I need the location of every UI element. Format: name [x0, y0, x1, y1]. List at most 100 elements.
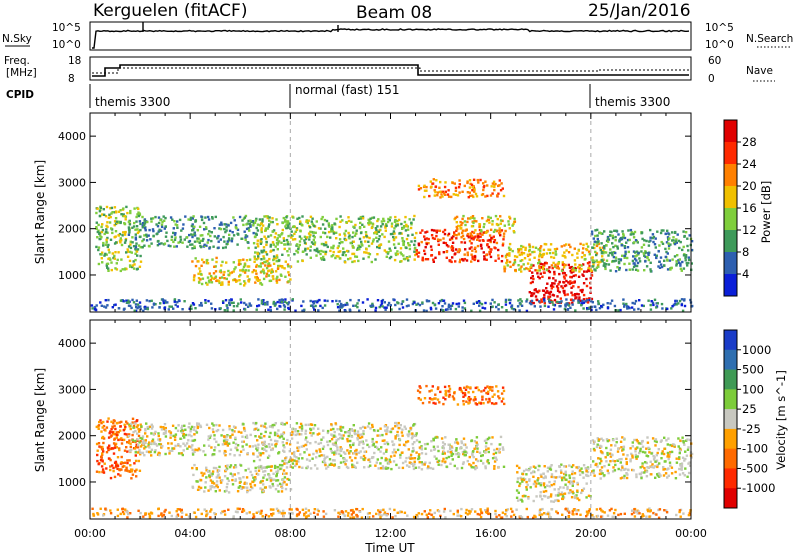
heatmap-cell-r7 [528, 291, 531, 294]
heatmap-cell-r0 [134, 469, 137, 473]
heatmap-cell-r2 [205, 469, 208, 472]
heatmap-cell-r1 [171, 424, 175, 427]
heatmap-cell-r3 [402, 443, 406, 446]
heatmap-cell-r4 [435, 457, 438, 460]
heatmap-cell-r0 [105, 205, 109, 209]
heatmap-cell-r2 [289, 465, 293, 468]
heatmap-cell-r7 [567, 263, 570, 267]
heatmap-cell-r2 [275, 277, 278, 280]
heatmap-cell-r10 [318, 298, 321, 302]
heatmap-cell-r7 [630, 452, 633, 456]
heatmap-cell-r1 [150, 454, 153, 457]
heatmap-cell-r4 [486, 229, 489, 233]
heatmap-cell-r1 [151, 228, 155, 231]
heatmap-cell-r9 [684, 231, 688, 234]
heatmap-cell-r1 [161, 220, 164, 224]
heatmap-cell-r6 [515, 464, 519, 468]
heatmap-cell-r3 [385, 250, 388, 254]
heatmap-cell-r1 [128, 449, 131, 452]
heatmap-cell-r7 [570, 271, 573, 274]
heatmap-cell-r6 [558, 475, 561, 479]
heatmap-cell-r4 [455, 234, 458, 237]
heatmap-cell-r3 [341, 426, 345, 429]
heatmap-cell-r9 [609, 230, 612, 233]
heatmap-cell-r3 [258, 458, 262, 462]
heatmap-cell-r0 [104, 252, 107, 256]
heatmap-cell-r7 [590, 274, 594, 277]
heatmap-cell-r7 [626, 473, 629, 476]
heatmap-cell-r0 [98, 232, 101, 236]
heatmap-cell-r0 [101, 468, 105, 471]
heatmap-cell-r6 [507, 223, 511, 226]
heatmap-cell-r2 [223, 270, 226, 274]
heatmap-cell-r3 [273, 464, 277, 468]
heatmap-cell-r6 [478, 225, 481, 228]
heatmap-cell-r9 [673, 242, 677, 246]
heatmap-cell-r4 [471, 249, 474, 252]
heatmap-cell-r9 [659, 263, 663, 266]
heatmap-cell-r3 [260, 258, 263, 261]
heatmap-cell-r0 [130, 477, 133, 480]
heatmap-cell-r3 [301, 224, 304, 227]
heatmap-cell-r4 [432, 258, 435, 261]
heatmap-cell-r3 [295, 249, 298, 253]
heatmap-cell-r4 [436, 238, 440, 241]
heatmap-cell-r2 [219, 479, 223, 482]
heatmap-cell-r10 [262, 299, 265, 302]
heatmap-cell-r3 [413, 441, 416, 444]
heatmap-cell-r3 [367, 465, 370, 469]
heatmap-cell-r0 [96, 459, 99, 463]
heatmap-cell-r0 [137, 434, 141, 438]
heatmap-cell-r3 [275, 432, 279, 436]
heatmap-cell-r2 [242, 265, 246, 269]
heatmap-cell-r3 [282, 444, 285, 447]
heatmap-cell-r1 [145, 422, 148, 425]
heatmap-cell-r1 [193, 240, 197, 243]
heatmap-cell-r3 [312, 238, 315, 242]
heatmap-cell-r0 [139, 254, 142, 258]
heatmap-cell-r3 [266, 456, 270, 459]
heatmap-cell-r4 [455, 248, 458, 251]
heatmap-cell-r2 [214, 265, 217, 268]
heatmap-cell-r0 [129, 427, 132, 431]
heatmap-cell-r1 [130, 448, 133, 452]
heatmap-cell-r10 [381, 305, 384, 308]
heatmap-cell-r9 [634, 268, 638, 271]
heatmap-cell-r8 [528, 245, 531, 248]
heatmap-cell-r1 [161, 445, 164, 448]
heatmap-cell-r0 [121, 438, 124, 442]
heatmap-cell-r2 [289, 278, 292, 281]
heatmap-cell-r1 [148, 425, 152, 428]
heatmap-cell-r2 [234, 266, 237, 269]
heatmap-cell-r3 [312, 452, 315, 456]
heatmap-cell-r3 [404, 427, 407, 430]
heatmap-cell-r1 [143, 244, 146, 247]
heatmap-cell-r1 [167, 244, 170, 247]
heatmap-cell-r6 [539, 491, 542, 494]
heatmap-cell-r4 [427, 465, 430, 468]
heatmap-cell-r9 [608, 234, 612, 237]
heatmap-cell-r3 [297, 449, 300, 452]
heatmap-cell-r7 [660, 457, 663, 460]
heatmap-cell-r3 [291, 466, 294, 469]
heatmap-cell-r3 [305, 219, 308, 222]
heatmap-cell-r2 [212, 466, 216, 470]
heatmap-cell-r0 [113, 437, 117, 440]
heatmap-cell-r5 [491, 395, 494, 398]
heatmap-cell-r4 [421, 463, 424, 466]
heatmap-cell-r10 [246, 305, 250, 308]
heatmap-cell-r4 [417, 466, 421, 469]
heatmap-cell-r5 [467, 196, 470, 199]
heatmap-cell-r3 [353, 429, 357, 432]
heatmap-cell-r1 [144, 229, 147, 232]
heatmap-cell-r10 [475, 301, 479, 304]
heatmap-cell-r0 [115, 262, 118, 265]
heatmap-cell-r3 [379, 450, 382, 453]
heatmap-cell-r3 [407, 434, 410, 438]
heatmap-cell-r5 [448, 393, 451, 397]
heatmap-cell-r3 [352, 231, 355, 234]
heatmap-cell-r2 [214, 270, 218, 273]
heatmap-cell-r8 [518, 268, 521, 271]
heatmap-cell-r3 [320, 438, 323, 441]
heatmap-cell-r3 [376, 219, 379, 223]
